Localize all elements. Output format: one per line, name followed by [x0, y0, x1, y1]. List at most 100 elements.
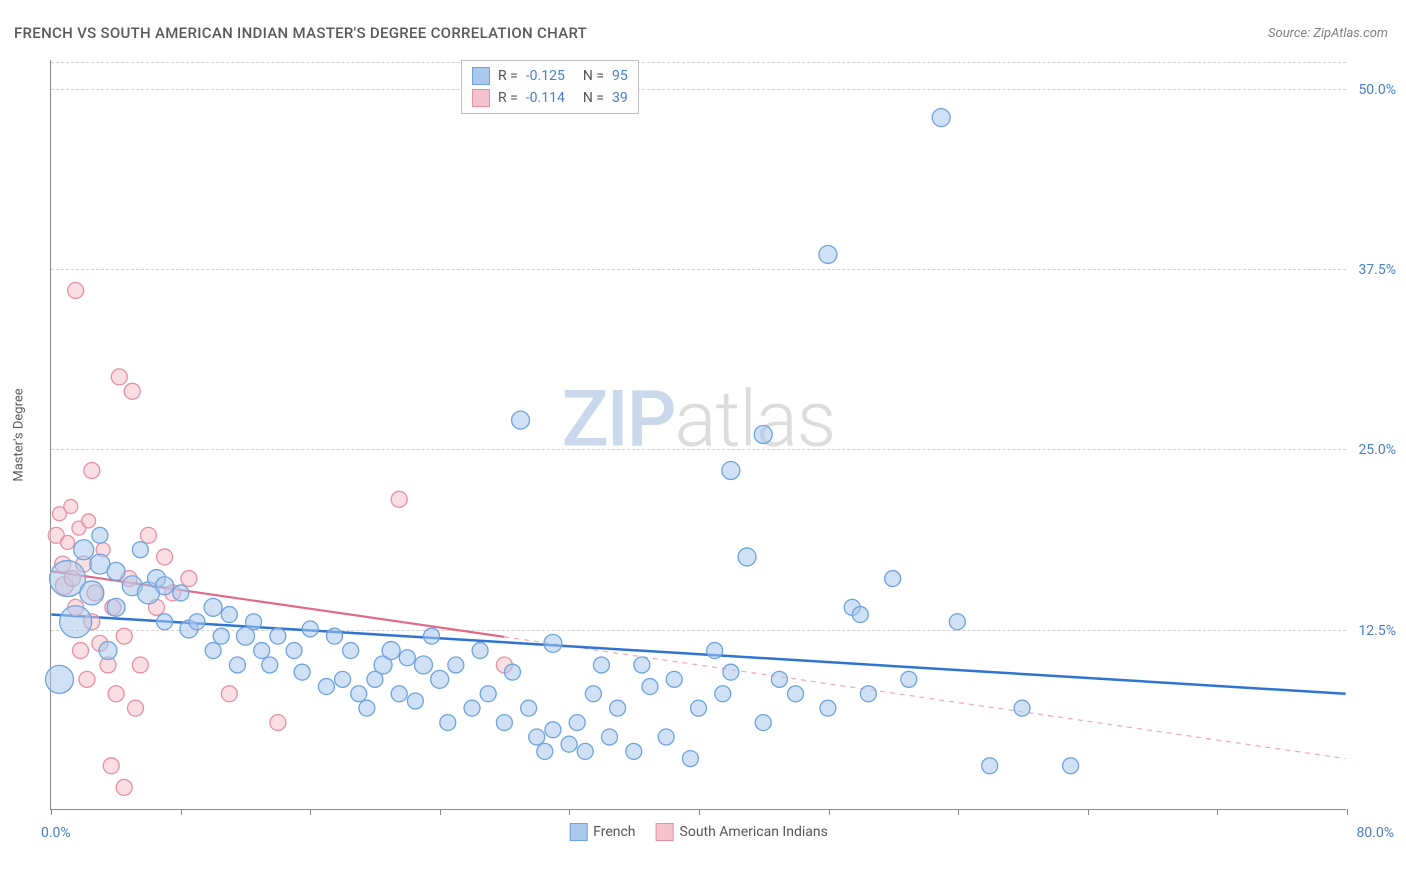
data-point	[270, 715, 286, 731]
data-point	[294, 664, 310, 680]
legend-label-sai: South American Indians	[680, 824, 828, 840]
data-point	[901, 671, 917, 687]
data-point	[157, 614, 173, 630]
data-point	[788, 686, 804, 702]
data-point	[286, 643, 302, 659]
data-point	[103, 758, 119, 774]
legend-r-label: R =	[498, 90, 518, 106]
legend-row-french: R = -0.125 N = 95	[472, 65, 628, 87]
data-point	[116, 628, 132, 644]
y-tick-label: 50.0%	[1358, 82, 1396, 98]
data-point	[932, 109, 950, 127]
data-point	[382, 642, 400, 660]
legend-swatch-french	[569, 823, 587, 841]
data-point	[1014, 700, 1030, 716]
data-point	[229, 657, 245, 673]
chart-title: FRENCH VS SOUTH AMERICAN INDIAN MASTER'S…	[14, 24, 587, 42]
data-point	[116, 779, 132, 795]
y-tick-label: 25.0%	[1358, 442, 1396, 458]
y-tick-label: 37.5%	[1358, 262, 1396, 278]
data-point	[391, 491, 407, 507]
data-point	[982, 758, 998, 774]
legend-r-french: -0.125	[526, 68, 565, 84]
data-point	[585, 686, 601, 702]
data-point	[173, 585, 189, 601]
source-label: Source: ZipAtlas.com	[1268, 26, 1388, 41]
legend-n-label: N =	[583, 68, 604, 84]
data-point	[431, 670, 449, 688]
data-point	[771, 671, 787, 687]
data-point	[157, 549, 173, 565]
data-point	[351, 686, 367, 702]
data-point	[92, 527, 108, 543]
data-point	[577, 743, 593, 759]
data-point	[754, 426, 772, 444]
series-legend: French South American Indians	[569, 823, 828, 841]
data-point	[561, 736, 577, 752]
data-point	[666, 671, 682, 687]
data-point	[60, 606, 92, 638]
legend-r-label: R =	[498, 68, 518, 84]
scatter-svg	[51, 60, 1346, 809]
data-point	[254, 643, 270, 659]
data-point	[140, 527, 156, 543]
data-point	[610, 700, 626, 716]
data-point	[544, 634, 562, 652]
legend-n-sai: 39	[612, 90, 628, 106]
data-point	[326, 628, 342, 644]
data-point	[61, 536, 75, 550]
data-point	[722, 462, 740, 480]
data-point	[569, 715, 585, 731]
data-point	[181, 571, 197, 587]
data-point	[79, 671, 95, 687]
data-point	[213, 628, 229, 644]
data-point	[464, 700, 480, 716]
data-point	[407, 693, 423, 709]
data-point	[1063, 758, 1079, 774]
data-point	[424, 628, 440, 644]
data-point	[107, 562, 125, 580]
data-point	[399, 650, 415, 666]
data-point	[723, 664, 739, 680]
data-point	[949, 614, 965, 630]
data-point	[852, 607, 868, 623]
data-point	[68, 282, 84, 298]
data-point	[132, 657, 148, 673]
data-point	[642, 679, 658, 695]
data-point	[715, 686, 731, 702]
data-point	[84, 463, 100, 479]
data-point	[124, 383, 140, 399]
data-point	[128, 700, 144, 716]
legend-swatch-sai	[656, 823, 674, 841]
data-point	[472, 643, 488, 659]
data-point	[529, 729, 545, 745]
data-point	[221, 607, 237, 623]
data-point	[111, 369, 127, 385]
data-point	[626, 743, 642, 759]
correlation-legend: R = -0.125 N = 95 R = -0.114 N = 39	[461, 60, 639, 114]
data-point	[691, 700, 707, 716]
data-point	[99, 642, 117, 660]
data-point	[537, 743, 553, 759]
data-point	[108, 686, 124, 702]
data-point	[318, 679, 334, 695]
data-point	[682, 751, 698, 767]
data-point	[204, 598, 222, 616]
y-axis-label: Master's Degree	[12, 388, 27, 481]
legend-item-french: French	[569, 823, 635, 841]
legend-n-label: N =	[583, 90, 604, 106]
data-point	[262, 657, 278, 673]
data-point	[504, 664, 520, 680]
data-point	[82, 514, 96, 528]
data-point	[819, 245, 837, 263]
legend-label-french: French	[593, 824, 635, 840]
data-point	[593, 657, 609, 673]
data-point	[496, 715, 512, 731]
data-point	[391, 686, 407, 702]
data-point	[885, 571, 901, 587]
legend-row-sai: R = -0.114 N = 39	[472, 87, 628, 109]
legend-swatch-french	[472, 67, 490, 85]
data-point	[602, 729, 618, 745]
data-point	[343, 643, 359, 659]
data-point	[658, 729, 674, 745]
